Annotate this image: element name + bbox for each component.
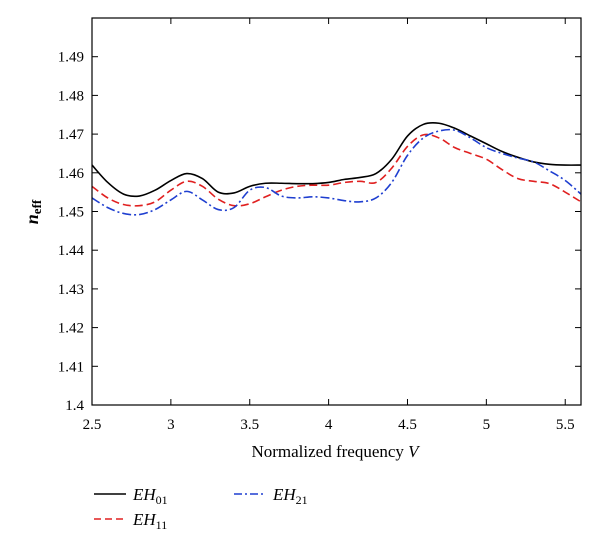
series-line-eh11: [91, 133, 582, 207]
y-tick-label: 1.48: [58, 88, 84, 104]
y-tick-label: 1.44: [58, 243, 85, 259]
y-tick-label: 1.41: [58, 359, 84, 375]
y-tick-label: 1.45: [58, 205, 84, 221]
legend-entry-eh21: EH21: [234, 485, 308, 507]
svg-text:EH11: EH11: [132, 510, 167, 532]
series-line-eh01: [91, 121, 582, 198]
svg-text:EH01: EH01: [132, 485, 168, 507]
series-line-eh21: [91, 128, 582, 216]
x-tick-label: 3.5: [240, 417, 259, 433]
x-tick-label: 4.5: [398, 417, 417, 433]
x-tick-label: 3: [167, 417, 175, 433]
x-axis-label: Normalized frequency V: [251, 442, 421, 461]
x-tick-label: 2.5: [83, 417, 102, 433]
x-tick-label: 5.5: [556, 417, 575, 433]
x-tick-label: 5: [483, 417, 491, 433]
y-tick-label: 1.46: [58, 166, 85, 182]
x-tick-label: 4: [325, 417, 333, 433]
legend-entry-eh01: EH01: [94, 485, 168, 507]
legend: EH01 EH11 EH21: [94, 485, 308, 532]
axis-ticks: 2.5 3 3.5 4 4.5 5 5.5 1.4 1.41 1.42 1.43 1.44 1.45 1.…: [58, 18, 581, 433]
y-tick-label: 1.47: [58, 127, 85, 143]
plot-frame: [91, 17, 582, 406]
y-tick-label: 1.42: [58, 321, 84, 337]
y-axis-label: neff: [22, 199, 44, 224]
y-tick-label: 1.43: [58, 282, 84, 298]
plot-lines: [91, 121, 582, 216]
svg-text:EH21: EH21: [272, 485, 308, 507]
y-tick-label: 1.49: [58, 50, 84, 66]
legend-entry-eh11: EH11: [94, 510, 167, 532]
y-tick-label: 1.4: [65, 398, 84, 414]
